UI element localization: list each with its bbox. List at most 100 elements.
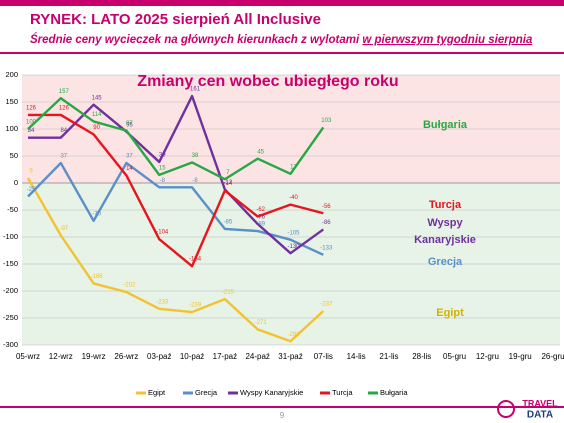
- x-tick-label: 10-paź: [180, 352, 204, 361]
- page-number: 9: [280, 411, 285, 420]
- data-label: 126: [59, 106, 70, 112]
- annotation: Bułgaria: [423, 119, 468, 131]
- annotation: Egipt: [436, 307, 464, 319]
- data-label: -62: [256, 207, 265, 213]
- data-label: 9: [29, 169, 33, 175]
- data-label: -233: [156, 299, 169, 305]
- data-label: -215: [222, 290, 235, 296]
- data-label: -76: [256, 215, 265, 221]
- data-label: -12: [224, 180, 233, 186]
- x-tick-label: 19-wrz: [82, 352, 106, 361]
- data-label: 84: [28, 128, 35, 134]
- data-label: -239: [189, 303, 202, 309]
- data-label: -133: [320, 245, 333, 251]
- y-tick-label: -150: [3, 259, 18, 268]
- annotation: Turcja: [429, 199, 462, 211]
- x-tick-label: 19-gru: [509, 352, 532, 361]
- footer-rule: [0, 406, 564, 408]
- data-label: -25: [27, 187, 36, 193]
- y-tick-label: -50: [7, 205, 18, 214]
- x-tick-label: 26-wrz: [114, 352, 138, 361]
- data-label: -186: [91, 274, 104, 280]
- data-label: 126: [26, 106, 37, 112]
- data-label: -97: [59, 226, 68, 232]
- data-label: 145: [92, 95, 103, 101]
- data-label: 14: [126, 166, 133, 172]
- data-label: 38: [192, 153, 199, 159]
- data-label: 37: [60, 154, 67, 160]
- data-label: 95: [126, 122, 133, 128]
- series-line: [28, 94, 325, 255]
- data-label: 84: [60, 128, 67, 134]
- data-label: 90: [93, 125, 100, 131]
- legend-label: Wyspy Kanaryjskie: [240, 388, 303, 397]
- data-label: -237: [320, 302, 333, 308]
- data-label: -8: [160, 178, 166, 184]
- y-tick-label: -250: [3, 313, 18, 322]
- data-label: -271: [255, 320, 268, 326]
- annotation: Wyspy: [427, 217, 463, 229]
- x-tick-label: 12-gru: [476, 352, 499, 361]
- logo-travel: TRAVEL: [522, 398, 558, 408]
- data-label: -89: [256, 222, 265, 228]
- header-rule: [0, 52, 564, 54]
- subtitle-underlined: w pierwszym tygodniu sierpnia: [362, 34, 533, 46]
- data-label: 157: [59, 89, 70, 95]
- x-tick-label: 26-gru: [541, 352, 564, 361]
- data-label: 161: [190, 87, 201, 93]
- series-line: [27, 97, 325, 181]
- data-label: 97: [126, 121, 133, 127]
- x-tick-label: 31-paź: [278, 352, 302, 361]
- x-tick-label: 17-paź: [213, 352, 237, 361]
- data-label: -70: [92, 211, 101, 217]
- header: RYNEK: LATO 2025 sierpień All Inclusive: [30, 11, 321, 28]
- y-tick-label: -300: [3, 340, 18, 349]
- series-line: [28, 113, 324, 268]
- x-tick-label: 24-paź: [245, 352, 269, 361]
- x-tick-label: 12-wrz: [49, 352, 73, 361]
- data-label: 17: [290, 164, 297, 170]
- annotation: Grecja: [428, 256, 463, 268]
- data-label: -202: [123, 283, 136, 289]
- x-tick-label: 21-lis: [379, 352, 398, 361]
- y-tick-label: 200: [5, 70, 18, 79]
- y-tick-label: 0: [14, 178, 18, 187]
- legend-label: Grecja: [195, 388, 218, 397]
- data-label: 45: [257, 149, 264, 155]
- data-label: 39: [159, 153, 166, 159]
- data-label: -8: [192, 178, 198, 184]
- data-label: -86: [322, 220, 331, 226]
- data-label: 103: [321, 118, 332, 124]
- top-bar: [0, 0, 564, 6]
- y-tick-label: 150: [5, 97, 18, 106]
- subtitle: Średnie ceny wycieczek na głównych kieru…: [30, 33, 533, 46]
- data-label: -154: [189, 257, 202, 263]
- data-label: -293: [287, 332, 300, 338]
- y-tick-label: 100: [5, 124, 18, 133]
- plot: -300 -250 -200 -150 -100 -50 0 50 100 150 200 05-wr…: [3, 70, 564, 397]
- data-label: -56: [322, 204, 331, 210]
- data-label: -40: [289, 195, 298, 201]
- x-tick-label: 05-wrz: [16, 352, 40, 361]
- y-tick-label: 50: [10, 151, 18, 160]
- data-label: -14: [224, 181, 233, 187]
- series-line: [27, 161, 324, 256]
- x-tick-label: 05-gru: [443, 352, 466, 361]
- legend-label: Egipt: [148, 388, 166, 397]
- x-tick-label: 28-lis: [412, 352, 431, 361]
- subtitle-text: Średnie ceny wycieczek na głównych kieru…: [30, 33, 362, 46]
- legend-label: Bułgaria: [380, 388, 408, 397]
- annotation: Kanaryjskie: [414, 234, 476, 246]
- series-line: [26, 177, 325, 343]
- legend-label: Turcja: [332, 388, 353, 397]
- data-label: -104: [156, 230, 169, 236]
- data-label: 100: [26, 120, 37, 126]
- x-tick-label: 14-lis: [347, 352, 366, 361]
- data-label: 114: [92, 112, 102, 118]
- data-label: -130: [287, 244, 300, 250]
- data-label: -85: [224, 219, 233, 225]
- logo-data: DATA: [527, 410, 553, 421]
- chart-title: Zmiany cen wobec ubiegłego roku: [137, 73, 398, 90]
- data-label: 15: [159, 165, 166, 171]
